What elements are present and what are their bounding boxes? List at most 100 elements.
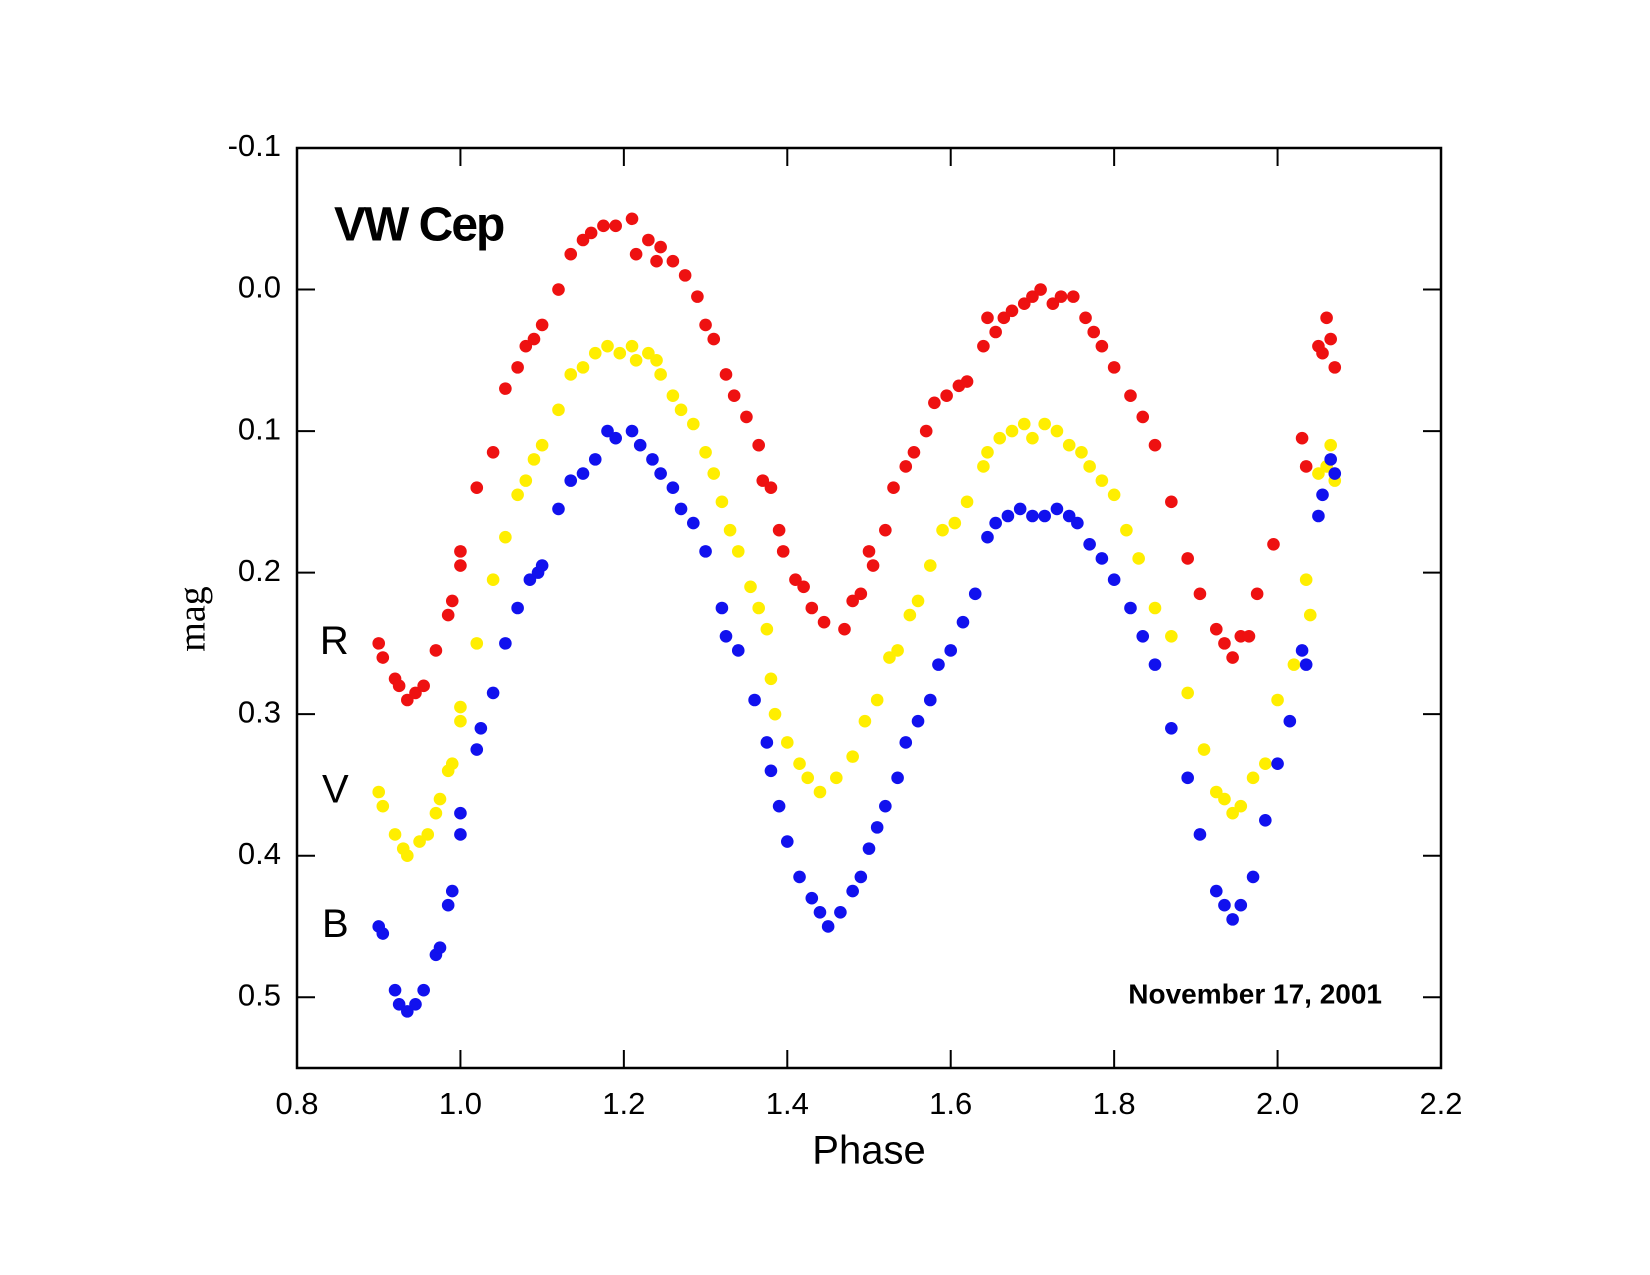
data-point	[1046, 297, 1060, 310]
data-point	[989, 325, 1002, 339]
x-axis-label: Phase	[812, 1129, 925, 1173]
data-point	[413, 835, 426, 848]
data-point	[1303, 608, 1317, 622]
data-point	[780, 736, 794, 749]
data-point	[1181, 771, 1194, 785]
data-point	[519, 474, 533, 487]
data-point	[409, 686, 422, 700]
data-point	[1218, 637, 1231, 650]
data-point	[629, 247, 643, 261]
data-point	[1246, 771, 1260, 785]
y-tick-label: 0.2	[238, 553, 281, 588]
data-point	[1124, 601, 1137, 615]
data-point	[486, 446, 500, 459]
data-point	[1107, 573, 1121, 586]
data-point	[454, 714, 467, 728]
data-point	[801, 771, 815, 785]
series-label: R	[320, 619, 349, 663]
data-point	[445, 884, 459, 898]
x-tick-label: 1.8	[1093, 1086, 1136, 1121]
data-point	[535, 438, 549, 452]
data-point	[1165, 722, 1178, 735]
data-point	[691, 290, 704, 303]
data-point	[376, 651, 390, 664]
data-point	[519, 339, 533, 353]
data-point	[1299, 658, 1313, 671]
data-point	[666, 389, 680, 402]
data-point	[1095, 474, 1109, 487]
data-point	[772, 523, 786, 537]
series-label: V	[322, 768, 349, 812]
data-point	[883, 651, 896, 664]
data-point	[687, 516, 700, 530]
data-point	[441, 898, 455, 912]
data-point	[674, 403, 688, 417]
data-point	[376, 927, 390, 940]
data-point	[564, 368, 578, 381]
data-point	[793, 757, 806, 770]
data-point	[511, 488, 524, 502]
data-point	[719, 630, 733, 643]
data-point	[687, 417, 700, 431]
data-point	[731, 545, 745, 558]
plot-frame	[295, 146, 1443, 1070]
data-point	[1062, 438, 1076, 452]
data-point	[1259, 757, 1272, 770]
series-label: B	[322, 902, 349, 946]
data-point	[752, 438, 765, 452]
data-point	[372, 637, 386, 650]
data-point	[1075, 446, 1088, 459]
data-point	[433, 792, 447, 806]
y-axis-label: mag	[172, 586, 214, 651]
data-point	[1165, 495, 1178, 509]
data-point	[764, 481, 778, 494]
data-point	[821, 920, 835, 933]
data-point	[1107, 488, 1121, 502]
data-point	[1259, 814, 1272, 827]
data-point	[429, 644, 443, 657]
data-point	[642, 233, 655, 247]
data-point	[1287, 658, 1301, 671]
data-point	[858, 714, 872, 728]
data-point	[928, 396, 941, 410]
data-point	[1193, 587, 1207, 601]
data-point	[1324, 453, 1337, 466]
data-point	[1316, 488, 1329, 502]
data-point	[764, 672, 778, 686]
data-point	[470, 637, 484, 650]
data-point	[1026, 509, 1039, 523]
data-point	[625, 212, 639, 226]
data-point	[817, 615, 831, 629]
data-point	[417, 679, 430, 693]
data-point	[654, 467, 667, 480]
data-point	[388, 828, 402, 841]
y-tick-label: 0.4	[238, 836, 281, 871]
data-point	[678, 269, 692, 282]
data-point	[474, 722, 488, 735]
data-point	[772, 799, 786, 813]
data-point	[1050, 424, 1064, 438]
data-point	[1120, 523, 1133, 537]
data-point	[768, 707, 782, 721]
data-point	[535, 318, 549, 332]
data-point	[674, 502, 688, 516]
data-point	[1148, 601, 1162, 615]
data-point	[401, 693, 414, 707]
data-point	[911, 714, 925, 728]
data-point	[866, 559, 880, 572]
data-point	[1234, 799, 1248, 813]
data-point	[654, 240, 667, 254]
data-point	[609, 219, 622, 233]
data-point	[977, 460, 990, 473]
y-tick-label: -0.1	[228, 128, 281, 163]
data-point	[846, 750, 859, 763]
data-point	[834, 906, 847, 919]
data-point	[780, 835, 794, 848]
data-point	[646, 453, 659, 466]
data-point	[499, 637, 512, 650]
data-point	[760, 736, 774, 749]
data-point	[981, 530, 994, 544]
data-point	[392, 998, 406, 1011]
data-point	[1234, 898, 1248, 912]
data-point	[511, 361, 524, 374]
